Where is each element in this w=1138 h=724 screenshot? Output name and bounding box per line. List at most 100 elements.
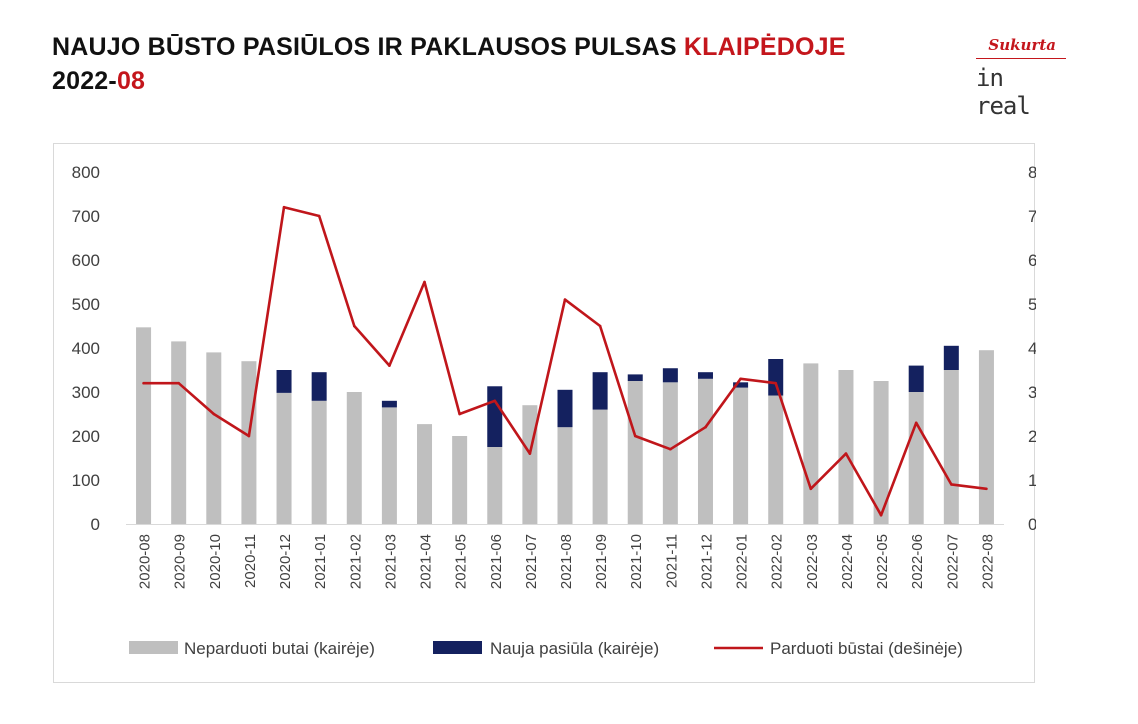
bar-unsold [768, 395, 784, 524]
subtitle-month: 08 [116, 67, 146, 95]
line-sold-point [282, 205, 286, 209]
line-sold-point [739, 377, 742, 381]
bar-unsold [592, 409, 608, 524]
y-right-tick-label: 80 [1028, 163, 1036, 182]
line-sold-point [317, 214, 321, 218]
x-tick-label: 2021-10 [628, 534, 645, 589]
y-left-tick-label: 700 [72, 207, 100, 226]
bar-unsold [276, 392, 292, 524]
bar-new-supply [908, 365, 924, 392]
y-right-tick-label: 0 [1028, 515, 1036, 534]
bar-unsold [522, 405, 538, 524]
line-sold-point [177, 381, 180, 385]
bar-new-supply [768, 359, 784, 396]
line-sold-point [774, 381, 778, 385]
line-sold-point [633, 434, 637, 438]
y-left-tick-label: 800 [72, 163, 100, 182]
x-tick-label: 2022-03 [804, 534, 821, 589]
bar-new-supply [943, 345, 959, 370]
bar-new-supply [557, 389, 573, 428]
bar-unsold [908, 392, 924, 524]
x-tick-label: 2021-08 [558, 534, 575, 589]
line-sold-point [458, 412, 461, 416]
bar-unsold [697, 378, 713, 524]
bar-unsold [662, 382, 678, 524]
x-tick-label: 2021-04 [418, 534, 435, 589]
line-sold-point [247, 434, 251, 438]
bar-unsold [943, 370, 959, 524]
bar-unsold [978, 350, 994, 524]
x-tick-label: 2022-04 [839, 534, 856, 589]
legend-label-new-supply: Nauja pasiūla (kairėje) [490, 639, 659, 658]
line-sold-point [985, 487, 988, 491]
x-tick-label: 2020-12 [277, 534, 294, 589]
chart-frame: 0 100 200 300 400 500 600 700 800 0 10 20 30 40 50 60 7… [53, 143, 1047, 683]
bar-new-supply [627, 374, 643, 381]
x-tick-label: 2021-11 [663, 534, 680, 588]
y-left-tick-label: 0 [91, 515, 100, 534]
bar-unsold [171, 341, 187, 524]
bar-new-supply [662, 368, 678, 383]
x-tick-label: 2022-02 [769, 534, 786, 589]
y-right-tick-label: 10 [1028, 471, 1036, 490]
bar-unsold [557, 427, 573, 524]
legend-label-unsold: Neparduoti butai (kairėje) [184, 639, 375, 658]
subtitle-year: 2022- [52, 67, 117, 95]
x-tick-label: 2021-09 [593, 534, 610, 589]
right-axis: 0 10 20 30 40 50 60 70 80 [1028, 163, 1047, 534]
line-sold-point [844, 452, 848, 455]
brand-logo: Sukurta in real [976, 36, 1066, 120]
bar-layer [136, 327, 994, 524]
y-right-tick-label: 20 [1028, 427, 1036, 446]
bar-unsold [311, 400, 327, 524]
x-tick-label: 2022-07 [944, 534, 961, 589]
x-tick-label: 2020-10 [207, 534, 224, 589]
line-sold-point [493, 399, 497, 403]
bar-unsold [346, 392, 362, 524]
line-sold-point [423, 280, 426, 284]
bar-new-supply [733, 382, 749, 388]
x-tick-label: 2021-03 [382, 534, 399, 589]
title-city: KLAIPĖDOJE [683, 33, 846, 61]
bar-unsold [627, 381, 643, 524]
bar-unsold [873, 381, 889, 524]
line-sold-point [879, 513, 883, 517]
line-sold-point [669, 447, 672, 451]
bar-new-supply [276, 370, 292, 393]
line-sold-point [142, 381, 145, 385]
legend-swatch-unsold [129, 641, 178, 654]
logo-inreal-text: in real [976, 64, 1031, 120]
x-tick-label: 2022-01 [734, 534, 751, 589]
y-left-tick-label: 200 [72, 427, 100, 446]
legend-label-sold: Parduoti būstai (dešinėje) [770, 639, 963, 658]
x-tick-label: 2021-01 [312, 534, 329, 589]
bar-unsold [452, 436, 468, 524]
chart-svg: 0 100 200 300 400 500 600 700 800 0 10 20 30 40 50 60 7… [72, 163, 1047, 658]
x-tick-label: 2021-07 [523, 534, 540, 589]
x-tick-label: 2021-02 [347, 534, 364, 589]
y-right-tick-label: 50 [1028, 295, 1036, 314]
x-tick-label: 2022-08 [979, 534, 996, 589]
x-tick-label: 2021-06 [488, 534, 505, 589]
bar-new-supply [592, 372, 608, 410]
y-left-tick-label: 500 [72, 295, 100, 314]
x-axis-labels: 2020-08 2020-09 2020-10 2020-11 2020-12 2021-… [137, 534, 997, 589]
line-sold-point [352, 324, 356, 328]
bar-unsold [136, 327, 152, 524]
y-left-tick-label: 100 [72, 471, 100, 490]
x-tick-label: 2021-05 [453, 534, 470, 589]
line-sold-point [212, 412, 216, 416]
header: NAUJO BŪSTO PASIŪLOS IR PAKLAUSOS PULSAS… [52, 30, 846, 98]
bar-unsold [417, 424, 433, 524]
line-sold-point [809, 487, 813, 491]
line-sold-point [598, 324, 602, 328]
y-left-tick-label: 600 [72, 251, 100, 270]
bar-unsold [487, 447, 503, 524]
line-sold-point [528, 452, 532, 455]
logo-divider [976, 58, 1066, 59]
title-main: NAUJO BŪSTO PASIŪLOS IR PAKLAUSOS PULSAS [52, 33, 684, 61]
y-left-tick-label: 400 [72, 339, 100, 358]
bar-new-supply [697, 372, 713, 379]
bar-unsold [803, 363, 819, 524]
bar-new-supply [311, 372, 327, 401]
